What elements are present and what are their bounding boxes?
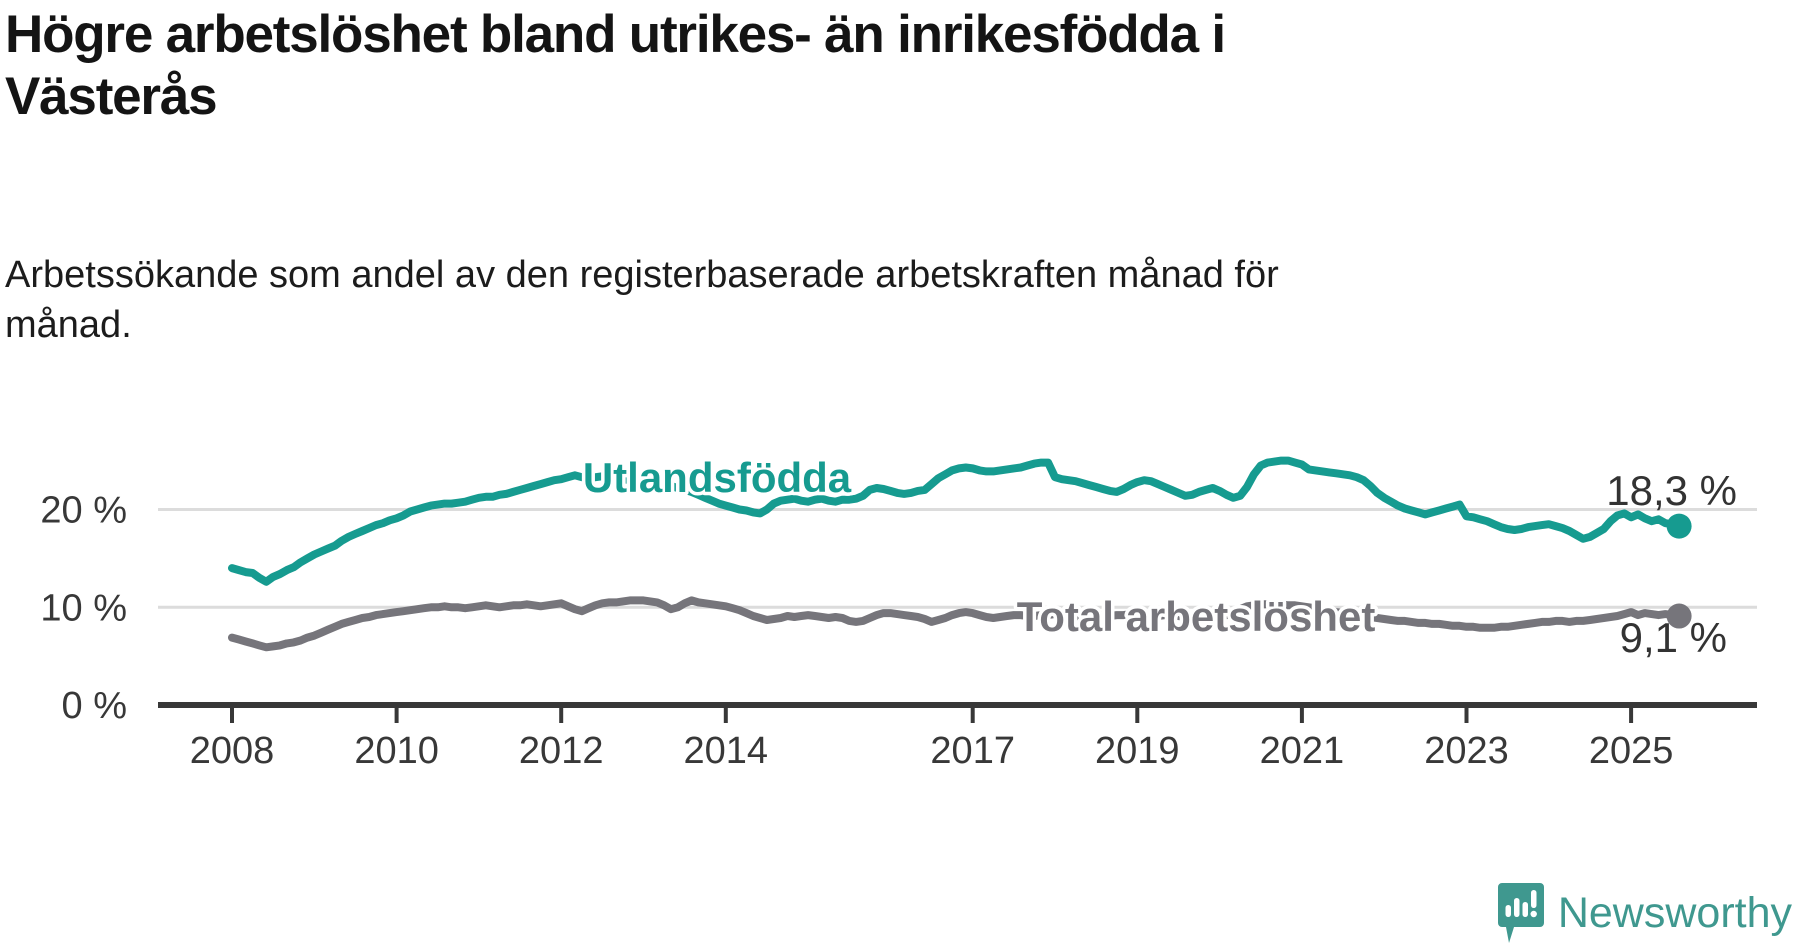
series-end-dot	[1666, 603, 1692, 629]
chart-subtitle: Arbetssökande som andel av den registerb…	[5, 250, 1279, 350]
x-tick-label: 2023	[1424, 730, 1509, 772]
series-end-dot	[1666, 513, 1692, 539]
title-line-2: Västerås	[5, 67, 218, 126]
subtitle-line-1: Arbetssökande som andel av den registerb…	[5, 254, 1279, 296]
x-tick-label: 2012	[519, 730, 604, 772]
x-tick-label: 2010	[354, 730, 439, 772]
subtitle-line-2: månad.	[5, 304, 132, 346]
y-tick-label: 0 %	[62, 685, 127, 727]
exclamation-bar	[1530, 890, 1537, 908]
speech-bubble-shape	[1497, 883, 1544, 943]
bar-1	[1505, 905, 1511, 917]
series-line-utlandsfodda	[228, 456, 1684, 586]
series-end-value-label: 9,1 %	[1620, 614, 1727, 661]
x-tick-label: 2019	[1095, 730, 1180, 772]
page-title: Högre arbetslöshet bland utrikes- än inr…	[5, 4, 1226, 128]
x-tick-label: 2008	[190, 730, 275, 772]
newsworthy-logo-icon	[1497, 883, 1544, 943]
exclamation-dot	[1530, 910, 1537, 918]
brand-text: Newsworthy	[1557, 888, 1792, 937]
series-name-label: Total arbetslöshet	[1017, 593, 1376, 640]
y-tick-label: 20 %	[40, 490, 127, 532]
bar-3	[1522, 902, 1528, 917]
y-tick-label: 10 %	[40, 587, 127, 629]
series-line-total	[228, 596, 1684, 652]
series-name-label: Utlandsfödda	[583, 454, 852, 501]
x-tick-label: 2014	[684, 730, 769, 772]
x-tick-label: 2025	[1589, 730, 1674, 772]
title-line-1: Högre arbetslöshet bland utrikes- än inr…	[5, 5, 1226, 64]
bar-2	[1513, 898, 1520, 917]
x-tick-label: 2017	[930, 730, 1015, 772]
brand-footer: Newsworthy	[1497, 882, 1792, 944]
x-tick-label: 2021	[1260, 730, 1345, 772]
series-end-value-label: 18,3 %	[1606, 467, 1737, 514]
